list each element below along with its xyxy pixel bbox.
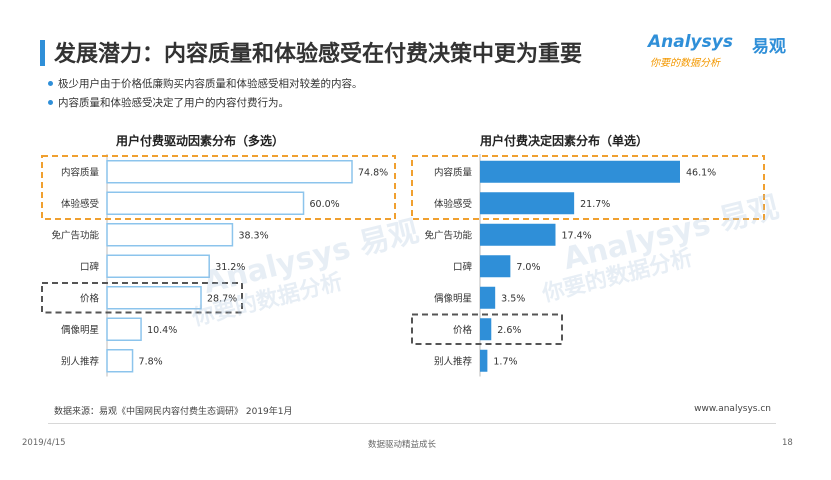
logo-cn: 易观 — [752, 37, 786, 57]
category-label: 体验感受 — [61, 198, 99, 210]
highlight-box-orange — [41, 155, 396, 220]
category-label: 别人推荐 — [61, 355, 100, 367]
bar — [106, 349, 134, 373]
footer-slogan: 数据驱动精益成长 — [368, 440, 437, 450]
footer-date: 2019/4/15 — [22, 438, 66, 448]
data-source: 数据来源：易观《中国网民内容付费生态调研》 2019年1月 — [54, 407, 293, 417]
bullet-dot-icon — [48, 80, 53, 86]
bar — [480, 286, 496, 309]
value-label: 74.8% — [358, 167, 388, 178]
bullet-item: 极少用户由于价格低廉购买内容质量和体验感受相对较差的内容。 — [48, 75, 363, 94]
logo-tagline: 你要的数据分析 — [650, 58, 720, 69]
bar — [106, 254, 210, 278]
value-label: 38.3% — [238, 230, 268, 241]
value-label: 1.7% — [493, 356, 517, 367]
value-label: 7.8% — [139, 356, 163, 367]
value-label: 46.1% — [686, 167, 716, 178]
category-label: 免广告功能 — [424, 229, 472, 241]
category-label: 偶像明星 — [434, 292, 472, 304]
value-label: 17.4% — [561, 230, 591, 241]
value-label: 60.0% — [310, 199, 340, 210]
bullet-dot-icon — [48, 99, 53, 105]
analysys-logo: Analysys 易观 你要的数据分析 — [648, 32, 798, 76]
category-label: 别人推荐 — [434, 355, 473, 367]
value-label: 2.6% — [497, 325, 521, 336]
bullet-list: 极少用户由于价格低廉购买内容质量和体验感受相对较差的内容。 内容质量和体验感受决… — [48, 75, 363, 113]
category-label: 口碑 — [453, 261, 473, 273]
value-label: 31.2% — [215, 262, 245, 273]
chart-title-right: 用户付费决定因素分布（单选） — [480, 134, 649, 148]
bar — [480, 349, 488, 372]
category-label: 内容质量 — [434, 166, 473, 178]
highlight-box-gray — [41, 282, 243, 314]
bar — [106, 286, 202, 310]
category-label: 价格 — [80, 292, 100, 304]
footer-divider — [48, 423, 776, 424]
category-label: 体验感受 — [434, 198, 472, 210]
chart-left: 内容质量 74.8% 体验感受 60.0% 免广告功能 38.3% 口碑 31.2% 价格 28.… — [41, 154, 396, 377]
category-label: 免广告功能 — [51, 229, 99, 241]
bar — [106, 160, 353, 184]
page-number: 18 — [782, 438, 793, 448]
value-label: 21.7% — [580, 199, 610, 210]
website-link[interactable]: www.analysys.cn — [694, 404, 771, 414]
bullet-item: 内容质量和体验感受决定了用户的内容付费行为。 — [48, 94, 363, 113]
category-label: 口碑 — [80, 261, 100, 273]
title-accent-bar — [40, 40, 45, 66]
value-label: 10.4% — [147, 325, 177, 336]
category-label: 价格 — [453, 324, 473, 336]
value-label: 3.5% — [501, 293, 525, 304]
value-label: 7.0% — [516, 262, 540, 273]
category-label: 偶像明星 — [61, 324, 99, 336]
bar — [106, 223, 234, 247]
logo-en: Analysys — [648, 32, 733, 52]
bar — [106, 191, 305, 215]
chart-right: 内容质量 46.1% 体验感受 21.7% 免广告功能 17.4% 口碑 7.0% 偶像明星 3.… — [411, 154, 765, 377]
category-label: 内容质量 — [61, 166, 100, 178]
bar — [480, 255, 511, 278]
chart-title-left: 用户付费驱动因素分布（多选） — [116, 134, 285, 148]
bar — [480, 223, 556, 246]
bar — [480, 192, 575, 215]
bar — [480, 160, 680, 183]
highlight-box-orange — [411, 155, 765, 220]
value-label: 28.7% — [207, 293, 237, 304]
page-title: 发展潜力：内容质量和体验感受在付费决策中更为重要 — [54, 42, 583, 67]
bar — [106, 317, 142, 341]
bar — [480, 318, 492, 341]
highlight-box-gray — [411, 313, 563, 345]
